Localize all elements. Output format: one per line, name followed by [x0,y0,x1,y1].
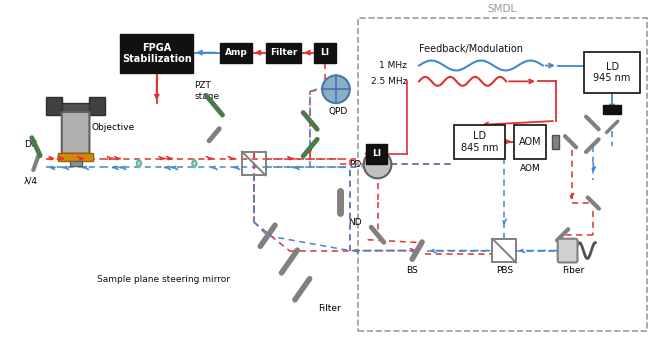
Text: PZT
stage: PZT stage [195,81,220,101]
FancyBboxPatch shape [220,43,252,63]
FancyBboxPatch shape [46,97,62,115]
Text: SMDL: SMDL [488,4,517,14]
Text: LI: LI [320,48,330,57]
FancyBboxPatch shape [365,144,387,163]
Text: λ/4: λ/4 [24,176,38,186]
FancyBboxPatch shape [89,97,105,115]
Text: 2.5 MHz: 2.5 MHz [371,77,407,86]
Text: Objective: Objective [91,123,134,132]
FancyBboxPatch shape [552,135,559,149]
Text: Filter: Filter [318,304,341,313]
Text: 1 MHz: 1 MHz [379,61,407,70]
Text: AOM: AOM [518,137,542,147]
FancyBboxPatch shape [58,153,93,161]
Text: FPGA
Stabilization: FPGA Stabilization [122,43,192,64]
FancyBboxPatch shape [62,112,89,154]
FancyBboxPatch shape [54,103,97,113]
Text: Filter: Filter [270,48,297,57]
FancyBboxPatch shape [557,239,577,262]
FancyBboxPatch shape [314,43,336,63]
Text: PBS: PBS [496,266,513,275]
Text: DC: DC [24,140,38,149]
FancyBboxPatch shape [453,125,505,159]
Text: Amp: Amp [224,48,248,57]
FancyBboxPatch shape [514,125,545,159]
Text: AOM: AOM [520,163,540,173]
FancyBboxPatch shape [603,105,621,113]
Text: LI: LI [372,149,381,158]
Circle shape [363,150,391,178]
Text: LD
945 nm: LD 945 nm [593,62,631,83]
FancyBboxPatch shape [120,34,193,74]
Text: Sample plane steering mirror: Sample plane steering mirror [97,275,230,284]
Text: Feedback/Modulation: Feedback/Modulation [419,44,523,54]
FancyBboxPatch shape [70,161,81,167]
FancyBboxPatch shape [585,52,640,93]
Text: PD: PD [350,160,361,169]
Text: LD
845 nm: LD 845 nm [461,131,498,153]
Circle shape [322,75,350,103]
Text: BS: BS [406,266,418,275]
FancyBboxPatch shape [265,43,301,63]
Text: Fiber: Fiber [563,266,585,275]
Text: QPD: QPD [328,107,348,116]
Text: ND: ND [348,218,361,227]
